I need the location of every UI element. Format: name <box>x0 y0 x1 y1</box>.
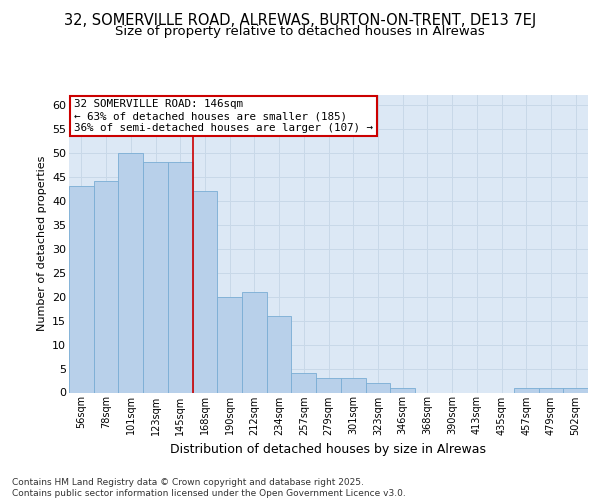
Y-axis label: Number of detached properties: Number of detached properties <box>37 156 47 332</box>
Bar <box>118 152 143 392</box>
Bar <box>94 182 118 392</box>
Bar <box>514 388 539 392</box>
Bar <box>267 316 292 392</box>
Bar <box>390 388 415 392</box>
Bar <box>563 388 588 392</box>
Bar <box>316 378 341 392</box>
Text: 32, SOMERVILLE ROAD, ALREWAS, BURTON-ON-TRENT, DE13 7EJ: 32, SOMERVILLE ROAD, ALREWAS, BURTON-ON-… <box>64 12 536 28</box>
Bar <box>217 296 242 392</box>
Text: Size of property relative to detached houses in Alrewas: Size of property relative to detached ho… <box>115 25 485 38</box>
Bar <box>365 383 390 392</box>
Text: 32 SOMERVILLE ROAD: 146sqm
← 63% of detached houses are smaller (185)
36% of sem: 32 SOMERVILLE ROAD: 146sqm ← 63% of deta… <box>74 100 373 132</box>
Bar <box>193 191 217 392</box>
Bar <box>143 162 168 392</box>
Bar <box>341 378 365 392</box>
Bar <box>69 186 94 392</box>
X-axis label: Distribution of detached houses by size in Alrewas: Distribution of detached houses by size … <box>170 443 487 456</box>
Bar <box>168 162 193 392</box>
Bar <box>292 374 316 392</box>
Bar <box>539 388 563 392</box>
Text: Contains HM Land Registry data © Crown copyright and database right 2025.
Contai: Contains HM Land Registry data © Crown c… <box>12 478 406 498</box>
Bar <box>242 292 267 392</box>
